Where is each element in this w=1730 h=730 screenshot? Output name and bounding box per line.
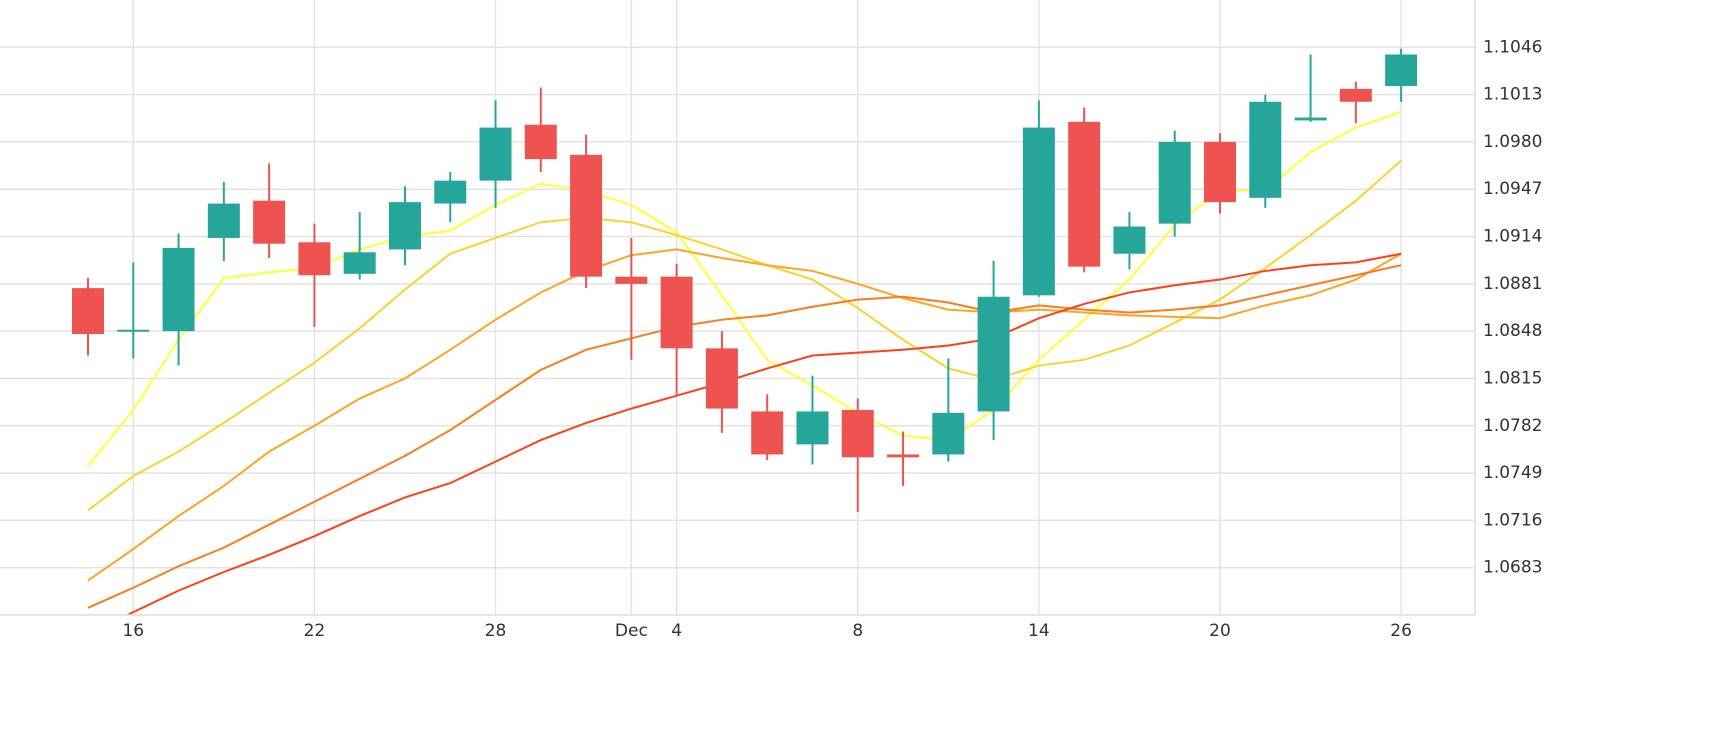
x-tick-label: 16: [122, 621, 144, 641]
moving-average-line: [87, 159, 1402, 512]
axes: 1.0683 1.0716 1.0749 1.0782 1.0815 1.0848 1.08…: [0, 0, 1542, 641]
x-tick-label: 14: [1028, 621, 1050, 641]
x-tick-label: 26: [1390, 621, 1412, 641]
y-tick-label: 1.0914: [1483, 227, 1542, 247]
candle-body: [1022, 127, 1055, 296]
candle-body: [434, 180, 467, 204]
y-tick-label: 1.1013: [1483, 85, 1542, 105]
candle-body: [751, 411, 784, 455]
y-tick-label: 1.0683: [1483, 558, 1542, 578]
grid: [0, 0, 1475, 615]
y-tick-label: 1.0716: [1483, 510, 1542, 530]
moving-average-line: [125, 252, 1402, 615]
y-tick-label: 1.0815: [1483, 368, 1542, 388]
candle-body: [796, 411, 829, 445]
candles: [72, 48, 1418, 512]
x-tick-label: 8: [852, 621, 863, 641]
candle-body: [343, 252, 376, 274]
candle-body: [1294, 117, 1327, 121]
candle-body: [524, 124, 557, 160]
y-tick-label: 1.0749: [1483, 463, 1542, 483]
candle-body: [162, 248, 195, 332]
candle-body: [705, 348, 738, 409]
y-tick-label: 1.0947: [1483, 179, 1542, 199]
candle-body: [298, 242, 331, 276]
candle-body: [253, 200, 286, 244]
candle-body: [841, 410, 874, 458]
candle-body: [660, 276, 693, 349]
candle-body: [570, 154, 603, 277]
y-tick-label: 1.0848: [1483, 321, 1542, 341]
candle-body: [887, 454, 920, 458]
candle-body: [479, 127, 512, 181]
moving-average-line: [87, 248, 1402, 582]
candle-body: [1204, 141, 1236, 203]
candle-body: [207, 203, 240, 238]
candle-body: [388, 202, 421, 250]
candle-body: [72, 288, 104, 335]
y-tick-label: 1.1046: [1483, 37, 1542, 57]
x-tick-label: Dec: [615, 621, 648, 641]
candle-body: [1158, 141, 1191, 224]
x-tick-label: 4: [671, 621, 682, 641]
x-tick-label: 20: [1209, 621, 1231, 641]
candle-body: [615, 276, 648, 284]
y-tick-label: 1.0980: [1483, 132, 1542, 152]
candle-body: [1068, 121, 1101, 267]
candle-body: [932, 412, 965, 455]
y-tick-label: 1.0881: [1483, 274, 1542, 294]
candle-body: [1339, 88, 1372, 102]
moving-average-line: [87, 264, 1402, 609]
candle-body: [1113, 226, 1146, 254]
candle-body: [1249, 101, 1282, 198]
candle-body: [1385, 54, 1418, 87]
candle-body: [977, 296, 1010, 412]
candle-body: [117, 329, 150, 332]
x-tick-label: 28: [485, 621, 507, 641]
x-tick-label: 22: [304, 621, 326, 641]
y-tick-label: 1.0782: [1483, 416, 1542, 436]
